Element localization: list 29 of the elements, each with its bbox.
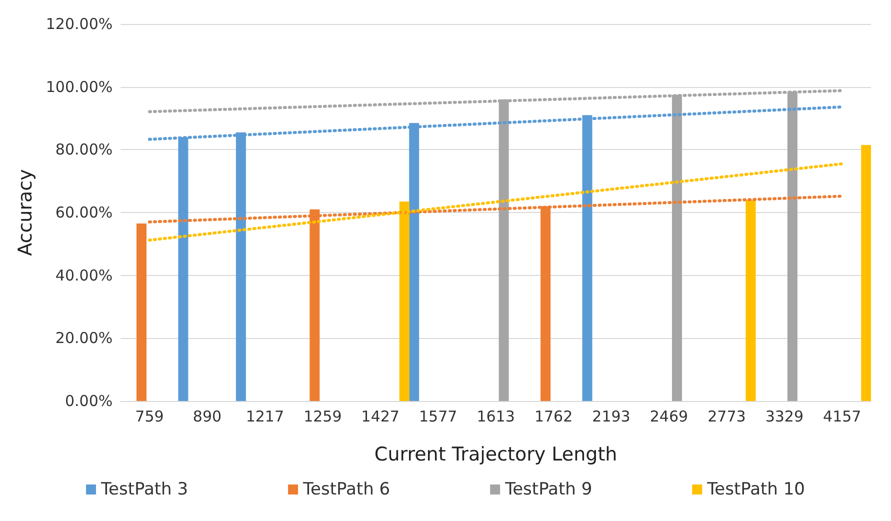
legend-label: TestPath 9 [504,480,592,500]
x-tick-label: 4157 [823,408,862,426]
x-tick-label: 3329 [765,408,804,426]
bar [861,144,871,401]
y-tick-label: 20.00% [55,329,113,348]
bar [746,200,756,401]
x-axis-title: Current Trajectory Length [374,444,618,466]
y-tick-label: 60.00% [55,204,113,222]
x-tick-label: 1762 [534,408,573,426]
x-tick-label: 1259 [304,408,342,426]
y-tick-label: 100.00% [46,78,113,96]
x-tick-label: 1427 [361,408,400,426]
y-tick-label: 0.00% [64,392,113,410]
legend-label: TestPath 3 [100,480,188,500]
x-tick-label: 1613 [476,408,515,426]
y-tick-label: 120.00% [46,15,113,33]
x-tick-label: 1217 [246,408,284,426]
bar [136,223,146,401]
y-axis-title: Accuracy [14,169,36,256]
x-tick-label: 2773 [708,408,746,426]
legend-label: TestPath 10 [706,480,805,500]
x-tick-label: 1577 [419,408,458,426]
legend-label: TestPath 6 [302,480,390,500]
y-tick-label: 80.00% [55,140,113,159]
x-tick-label: 2469 [650,408,688,426]
x-tick-label: 890 [192,408,222,426]
y-tick-label: 40.00% [55,266,113,284]
x-tick-label: 759 [135,408,164,426]
x-tick-label: 2193 [592,408,630,426]
